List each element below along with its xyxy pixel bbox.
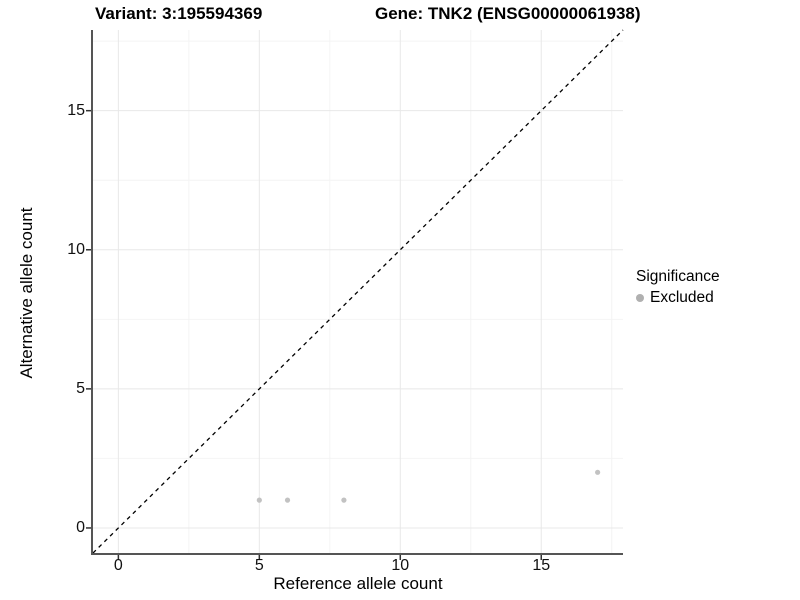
data-point (341, 497, 347, 503)
legend-item-label: Excluded (650, 289, 714, 306)
legend-item-excluded: Excluded (636, 289, 720, 307)
data-point (284, 497, 291, 503)
plot-title-variant: Variant: 3:195594369 (95, 4, 263, 23)
y-axis-title: Alternative allele count (17, 207, 36, 379)
legend-title: Significance (636, 268, 720, 285)
x-tick-label: 15 (532, 557, 551, 574)
identity-dashed-line (92, 29, 624, 554)
x-axis-title: Reference allele count (273, 574, 443, 593)
x-tick-label: 5 (254, 557, 264, 574)
y-tick-label: 15 (67, 101, 85, 119)
y-tick-label: 5 (76, 379, 85, 397)
x-tick-label: 10 (391, 557, 410, 574)
legend: Significance Excluded (636, 268, 720, 307)
legend-point-icon (636, 294, 644, 302)
data-point (256, 497, 262, 503)
x-tick-label: 0 (113, 557, 123, 574)
y-tick-label: 10 (67, 240, 85, 258)
plot-title-gene: Gene: TNK2 (ENSG00000061938) (375, 4, 641, 23)
y-tick-label: 0 (76, 518, 85, 536)
data-point (595, 469, 601, 475)
